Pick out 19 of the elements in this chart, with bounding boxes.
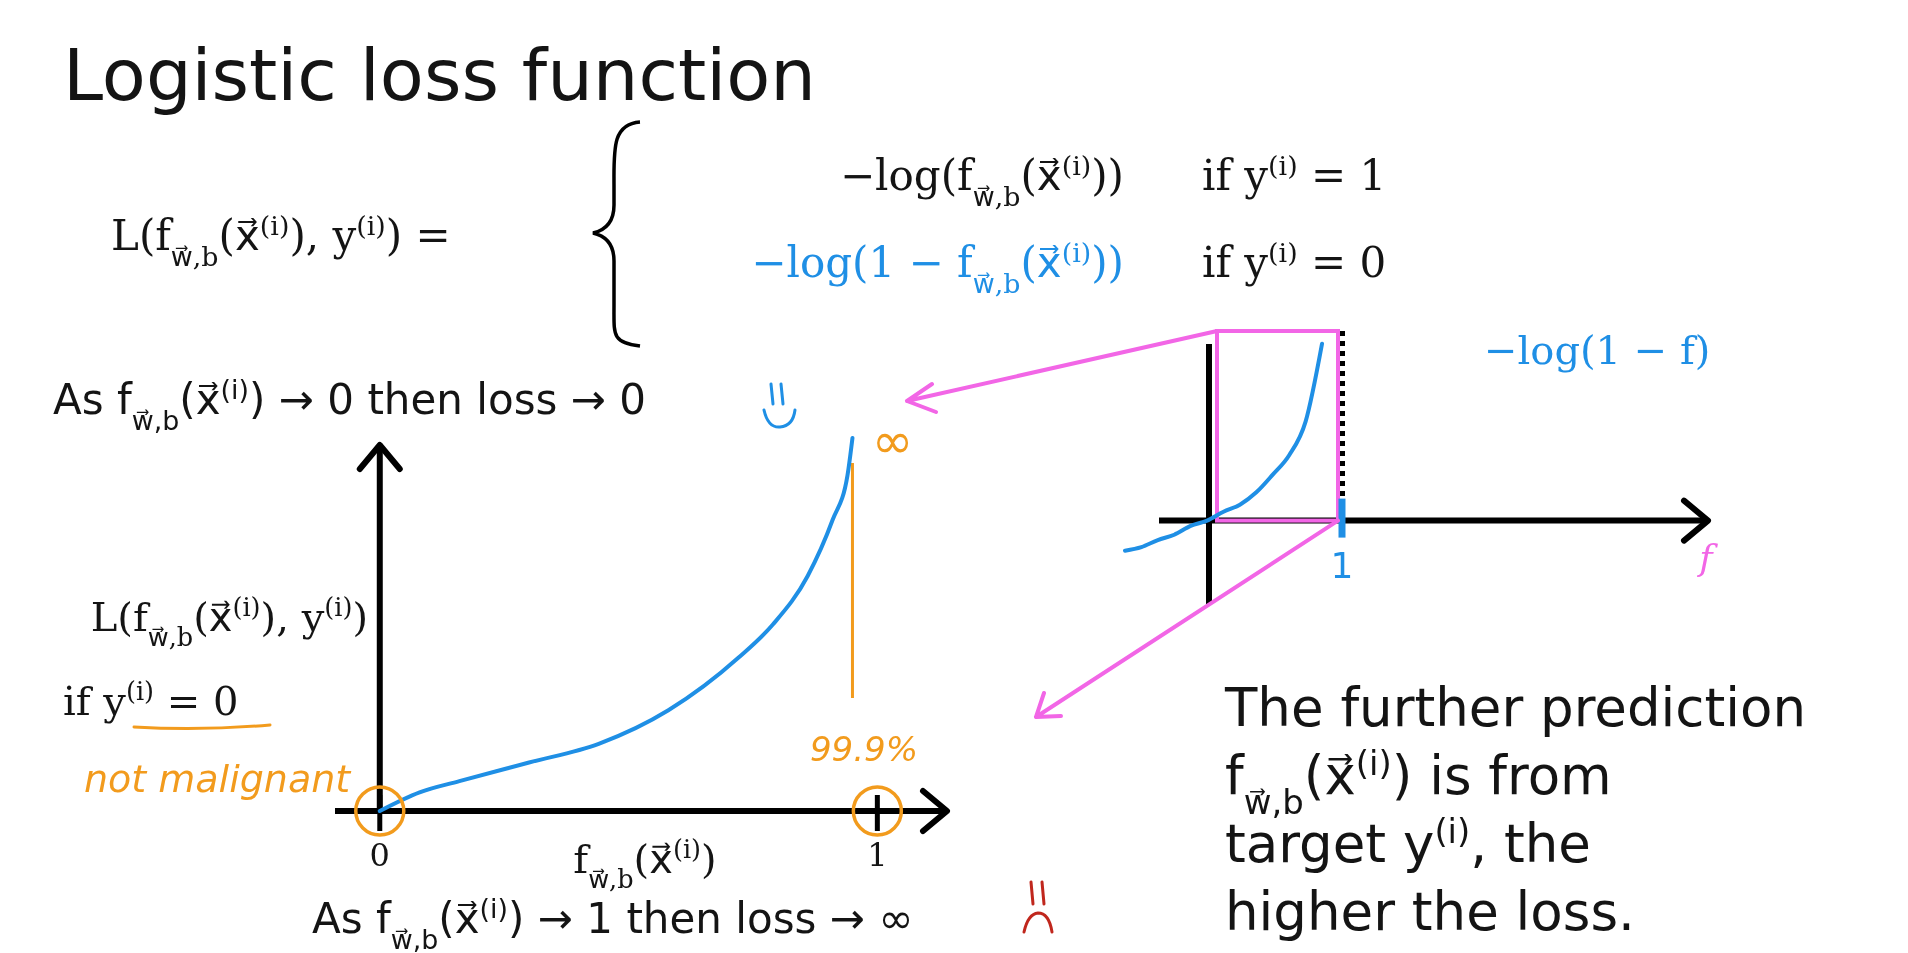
text: L(f$_{w⃗,b}$(x⃗$^{(i)}$), y$^{(i)}$) = xyxy=(111,209,451,272)
text: As f$_{w⃗,b}$(x⃗$^{(i)}$) → 0 then loss → 0 xyxy=(53,373,647,436)
text: −log(f$_{w⃗,b}$(x⃗$^{(i)}$)) xyxy=(839,149,1124,212)
text: −log(1 − f$_{w⃗,b}$(x⃗$^{(i)}$)) xyxy=(751,236,1124,299)
text: The further prediction f$_{w⃗,b}$(x⃗$^{(i)}$) is from target y$^{(i)}$, the higher the loss. xyxy=(1225,677,1806,942)
text: −log(1 − f) xyxy=(1484,327,1711,373)
chart-title: Logistic loss function xyxy=(63,33,816,117)
annotation: not malignant xyxy=(84,757,353,801)
y-axis-title: L(f$_{w⃗,b}$(x⃗$^{(i)}$), y$^{(i)}$) xyxy=(90,592,368,652)
annotation: ∞ xyxy=(871,412,914,470)
text: f xyxy=(1696,537,1719,578)
text: if y$^{(i)}$ = 0 xyxy=(1202,236,1387,287)
x-axis-title: f$_{w⃗,b}$(x⃗$^{(i)}$) xyxy=(573,834,717,894)
x-tick-label: 0 xyxy=(369,836,390,874)
text: if y$^{(i)}$ = 0 xyxy=(63,676,239,724)
annotation: 99.9% xyxy=(809,729,919,769)
text: 1 xyxy=(1330,545,1354,586)
text: As f$_{w⃗,b}$(x⃗$^{(i)}$) → 1 then loss → ∞ xyxy=(312,892,914,953)
text: if y$^{(i)}$ = 1 xyxy=(1202,149,1387,200)
